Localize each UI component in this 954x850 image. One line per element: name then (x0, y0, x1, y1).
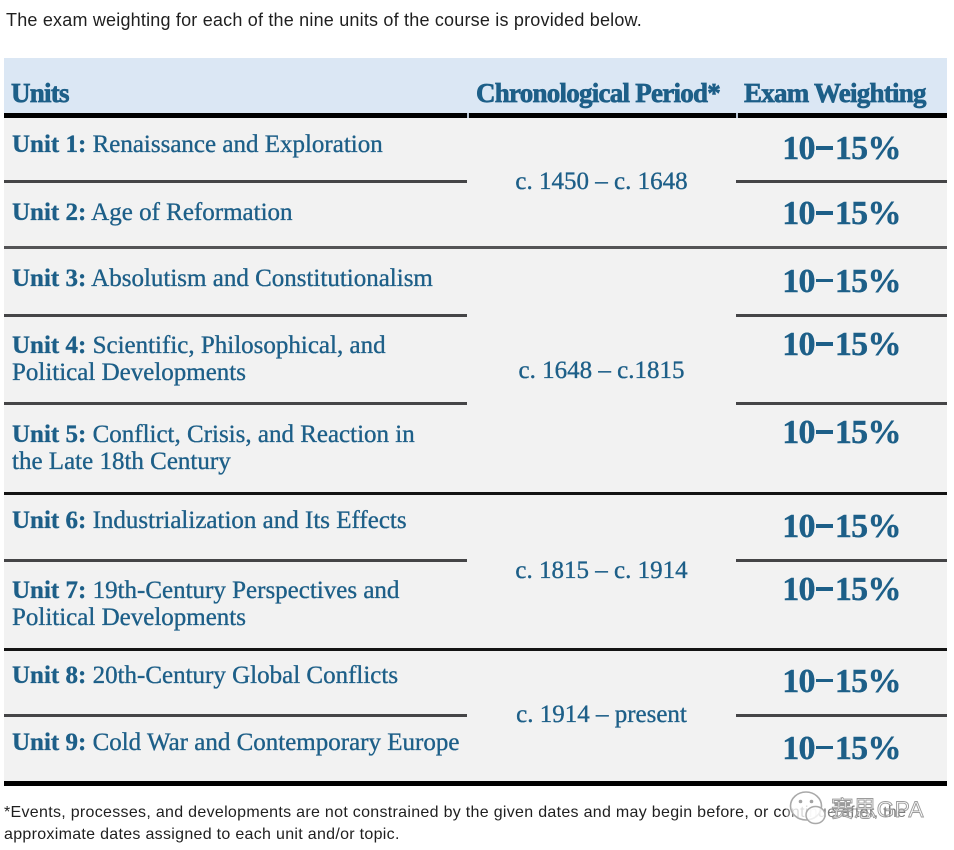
svg-text:赛思GPA: 赛思GPA (831, 797, 924, 822)
